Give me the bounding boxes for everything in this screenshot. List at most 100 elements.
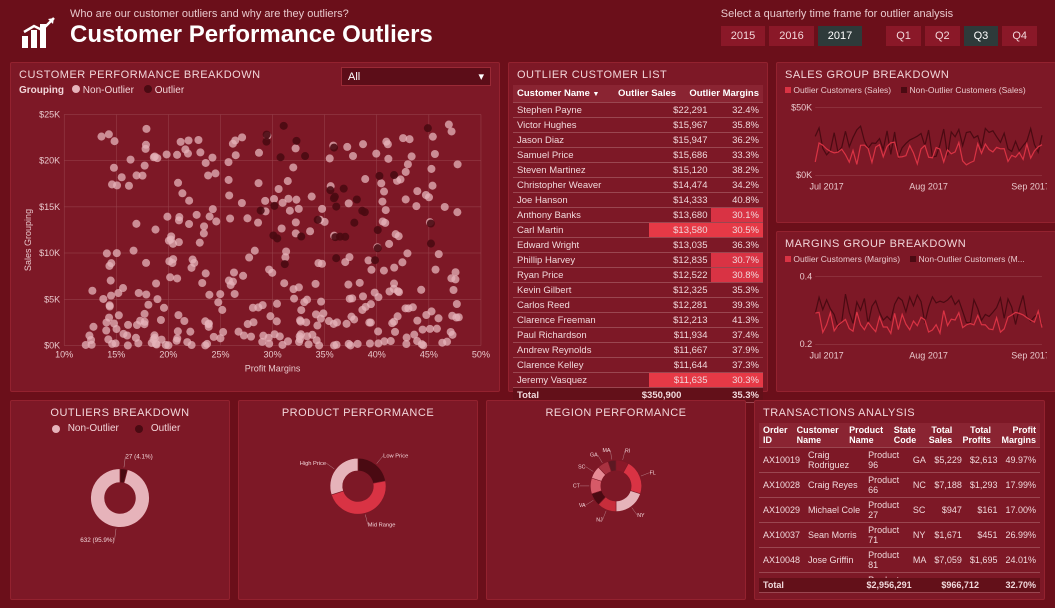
- svg-text:VA: VA: [579, 503, 586, 509]
- svg-text:Low Price: Low Price: [383, 454, 408, 460]
- svg-text:RI: RI: [625, 449, 630, 455]
- table-row[interactable]: Christopher Weaver $14,474 34.2%: [513, 178, 763, 193]
- svg-text:27 (4.1%): 27 (4.1%): [125, 453, 152, 460]
- margins-group-breakdown-panel: MARGINS GROUP BREAKDOWN Outlier Customer…: [776, 231, 1055, 392]
- panel-title: MARGINS GROUP BREAKDOWN: [785, 238, 1047, 250]
- table-row[interactable]: Clarence Kelley $11,644 37.3%: [513, 358, 763, 373]
- column-header[interactable]: Outlier Margins: [680, 85, 763, 103]
- table-row[interactable]: Kevin Gilbert $12,325 35.3%: [513, 283, 763, 298]
- quarter-button-Q3[interactable]: Q3: [964, 26, 999, 46]
- svg-text:GA: GA: [590, 453, 598, 459]
- table-row[interactable]: Phillip Harvey $12,835 30.7%: [513, 253, 763, 268]
- table-row[interactable]: Ryan Price $12,522 30.8%: [513, 268, 763, 283]
- column-header[interactable]: Order ID: [759, 423, 793, 448]
- column-header[interactable]: State Code: [890, 423, 923, 448]
- header-title: Customer Performance Outliers: [70, 21, 433, 49]
- svg-text:MA: MA: [602, 448, 610, 454]
- scatter-chart[interactable]: $0K$5K$10K$15K$20K$25K10%15%20%25%30%35%…: [19, 100, 491, 380]
- svg-text:$0K: $0K: [796, 170, 812, 180]
- sales-line-chart[interactable]: $0K $50K Jul 2017 Aug 2017 Sep 2017: [785, 98, 1047, 198]
- svg-text:Sep 2017: Sep 2017: [1011, 350, 1047, 360]
- sales-group-breakdown-panel: SALES GROUP BREAKDOWN Outlier Customers …: [776, 62, 1055, 223]
- logo-bar-arrow-icon: [18, 12, 58, 52]
- svg-text:$50K: $50K: [791, 103, 812, 113]
- svg-text:632 (95.9%): 632 (95.9%): [80, 537, 114, 544]
- svg-text:Jul 2017: Jul 2017: [809, 181, 843, 191]
- table-row[interactable]: Joe Hanson $14,333 40.8%: [513, 193, 763, 208]
- dropdown-value: All: [348, 71, 360, 83]
- svg-text:50%: 50%: [472, 349, 490, 359]
- table-row[interactable]: AX10028Craig ReyesProduct 66NC $7,188$1,…: [759, 473, 1040, 498]
- transactions-table[interactable]: Order IDCustomer NameProduct NameState C…: [759, 423, 1040, 448]
- column-header[interactable]: Profit Margins: [995, 423, 1040, 448]
- svg-text:$15K: $15K: [39, 202, 60, 212]
- svg-text:SC: SC: [578, 464, 586, 470]
- year-button-2016[interactable]: 2016: [769, 26, 813, 46]
- panel-title: PRODUCT PERFORMANCE: [247, 407, 469, 419]
- table-row[interactable]: Stephen Payne $22,291 32.4%: [513, 103, 763, 118]
- grouping-label: Grouping: [19, 85, 64, 96]
- breakdown-filter-dropdown[interactable]: All ▾: [341, 67, 491, 86]
- header-subtitle: Who are our customer outliers and why ar…: [70, 8, 433, 20]
- table-row[interactable]: Gary Hudson $11,487 30.8%: [513, 388, 763, 389]
- year-button-2015[interactable]: 2015: [721, 26, 765, 46]
- chevron-down-icon: ▾: [478, 70, 484, 83]
- quarter-button-Q4[interactable]: Q4: [1002, 26, 1037, 46]
- header: Who are our customer outliers and why ar…: [0, 0, 1055, 56]
- svg-text:Jul 2017: Jul 2017: [809, 350, 843, 360]
- svg-text:FL: FL: [650, 470, 656, 476]
- table-row[interactable]: AX10037Sean MorrisProduct 71NY $1,671$45…: [759, 523, 1040, 548]
- table-row[interactable]: Paul Richardson $11,934 37.4%: [513, 328, 763, 343]
- svg-text:40%: 40%: [368, 349, 386, 359]
- svg-text:Mid Range: Mid Range: [368, 522, 396, 528]
- svg-text:Aug 2017: Aug 2017: [909, 350, 948, 360]
- table-row[interactable]: Victor Hughes $15,967 35.8%: [513, 118, 763, 133]
- svg-text:Profit Margins: Profit Margins: [245, 364, 301, 374]
- transactions-analysis-panel: TRANSACTIONS ANALYSIS Order IDCustomer N…: [754, 400, 1045, 600]
- svg-text:CT: CT: [573, 484, 581, 490]
- table-row[interactable]: Carl Martin $13,580 30.5%: [513, 223, 763, 238]
- table-row[interactable]: Jeremy Vasquez $11,635 30.3%: [513, 373, 763, 388]
- quarter-button-Q2[interactable]: Q2: [925, 26, 960, 46]
- panel-title: SALES GROUP BREAKDOWN: [785, 69, 1047, 81]
- region-performance-panel: REGION PERFORMANCE RIFLNYNJVACTSCGAMA: [486, 400, 746, 600]
- column-header[interactable]: Customer Name ▼: [513, 85, 610, 103]
- column-header[interactable]: Product Name: [845, 423, 890, 448]
- year-button-2017[interactable]: 2017: [818, 26, 862, 46]
- svg-text:NY: NY: [637, 513, 645, 519]
- table-row[interactable]: Carlos Reed $12,281 39.3%: [513, 298, 763, 313]
- table-row[interactable]: AX10048Jose GriffinProduct 81MA $7,059$1…: [759, 548, 1040, 573]
- table-row[interactable]: AX10019Craig RodriguezProduct 96GA $5,22…: [759, 448, 1040, 473]
- column-header[interactable]: Total Sales: [923, 423, 957, 448]
- outliers-donut-chart[interactable]: 27 (4.1%) 632 (95.9%): [19, 438, 221, 558]
- margins-line-chart[interactable]: 0.2 0.4 Jul 2017 Aug 2017 Sep 2017: [785, 267, 1047, 367]
- table-row[interactable]: Jason Diaz $15,947 36.2%: [513, 133, 763, 148]
- svg-text:0.2: 0.2: [800, 339, 813, 349]
- time-selector: Select a quarterly time frame for outlie…: [721, 8, 1037, 46]
- svg-text:Sales Grouping: Sales Grouping: [23, 209, 33, 271]
- svg-text:20%: 20%: [159, 349, 177, 359]
- column-header[interactable]: Customer Name: [793, 423, 846, 448]
- outliers-breakdown-panel: OUTLIERS BREAKDOWN Non-OutlierOutlier 27…: [10, 400, 230, 600]
- table-row[interactable]: Andrew Reynolds $11,667 37.9%: [513, 343, 763, 358]
- svg-text:Aug 2017: Aug 2017: [909, 181, 948, 191]
- svg-text:30%: 30%: [264, 349, 282, 359]
- table-row[interactable]: AX10029Michael ColeProduct 27SC $947$161…: [759, 498, 1040, 523]
- svg-text:$5K: $5K: [44, 294, 60, 304]
- table-row[interactable]: Edward Wright $13,035 36.3%: [513, 238, 763, 253]
- column-header[interactable]: Outlier Sales: [610, 85, 681, 103]
- svg-text:NJ: NJ: [596, 517, 603, 523]
- svg-text:0.4: 0.4: [800, 272, 813, 282]
- table-row[interactable]: Clarence Freeman $12,213 41.3%: [513, 313, 763, 328]
- product-donut-chart[interactable]: Low PriceMid RangeHigh Price: [247, 423, 469, 543]
- outlier-customer-list-panel: OUTLIER CUSTOMER LIST Customer Name ▼Out…: [508, 62, 768, 392]
- region-donut-chart[interactable]: RI FL NY NJ VA CT SC GA MA: [495, 423, 737, 543]
- svg-text:Sep 2017: Sep 2017: [1011, 181, 1047, 191]
- table-row[interactable]: Samuel Price $15,686 33.3%: [513, 148, 763, 163]
- outlier-list-table[interactable]: Customer Name ▼Outlier SalesOutlier Marg…: [513, 85, 763, 103]
- table-row[interactable]: Steven Martinez $15,120 38.2%: [513, 163, 763, 178]
- table-row[interactable]: Anthony Banks $13,680 30.1%: [513, 208, 763, 223]
- customer-performance-breakdown-panel: CUSTOMER PERFORMANCE BREAKDOWN All ▾ Gro…: [10, 62, 500, 392]
- quarter-button-Q1[interactable]: Q1: [886, 26, 921, 46]
- column-header[interactable]: Total Profits: [956, 423, 995, 448]
